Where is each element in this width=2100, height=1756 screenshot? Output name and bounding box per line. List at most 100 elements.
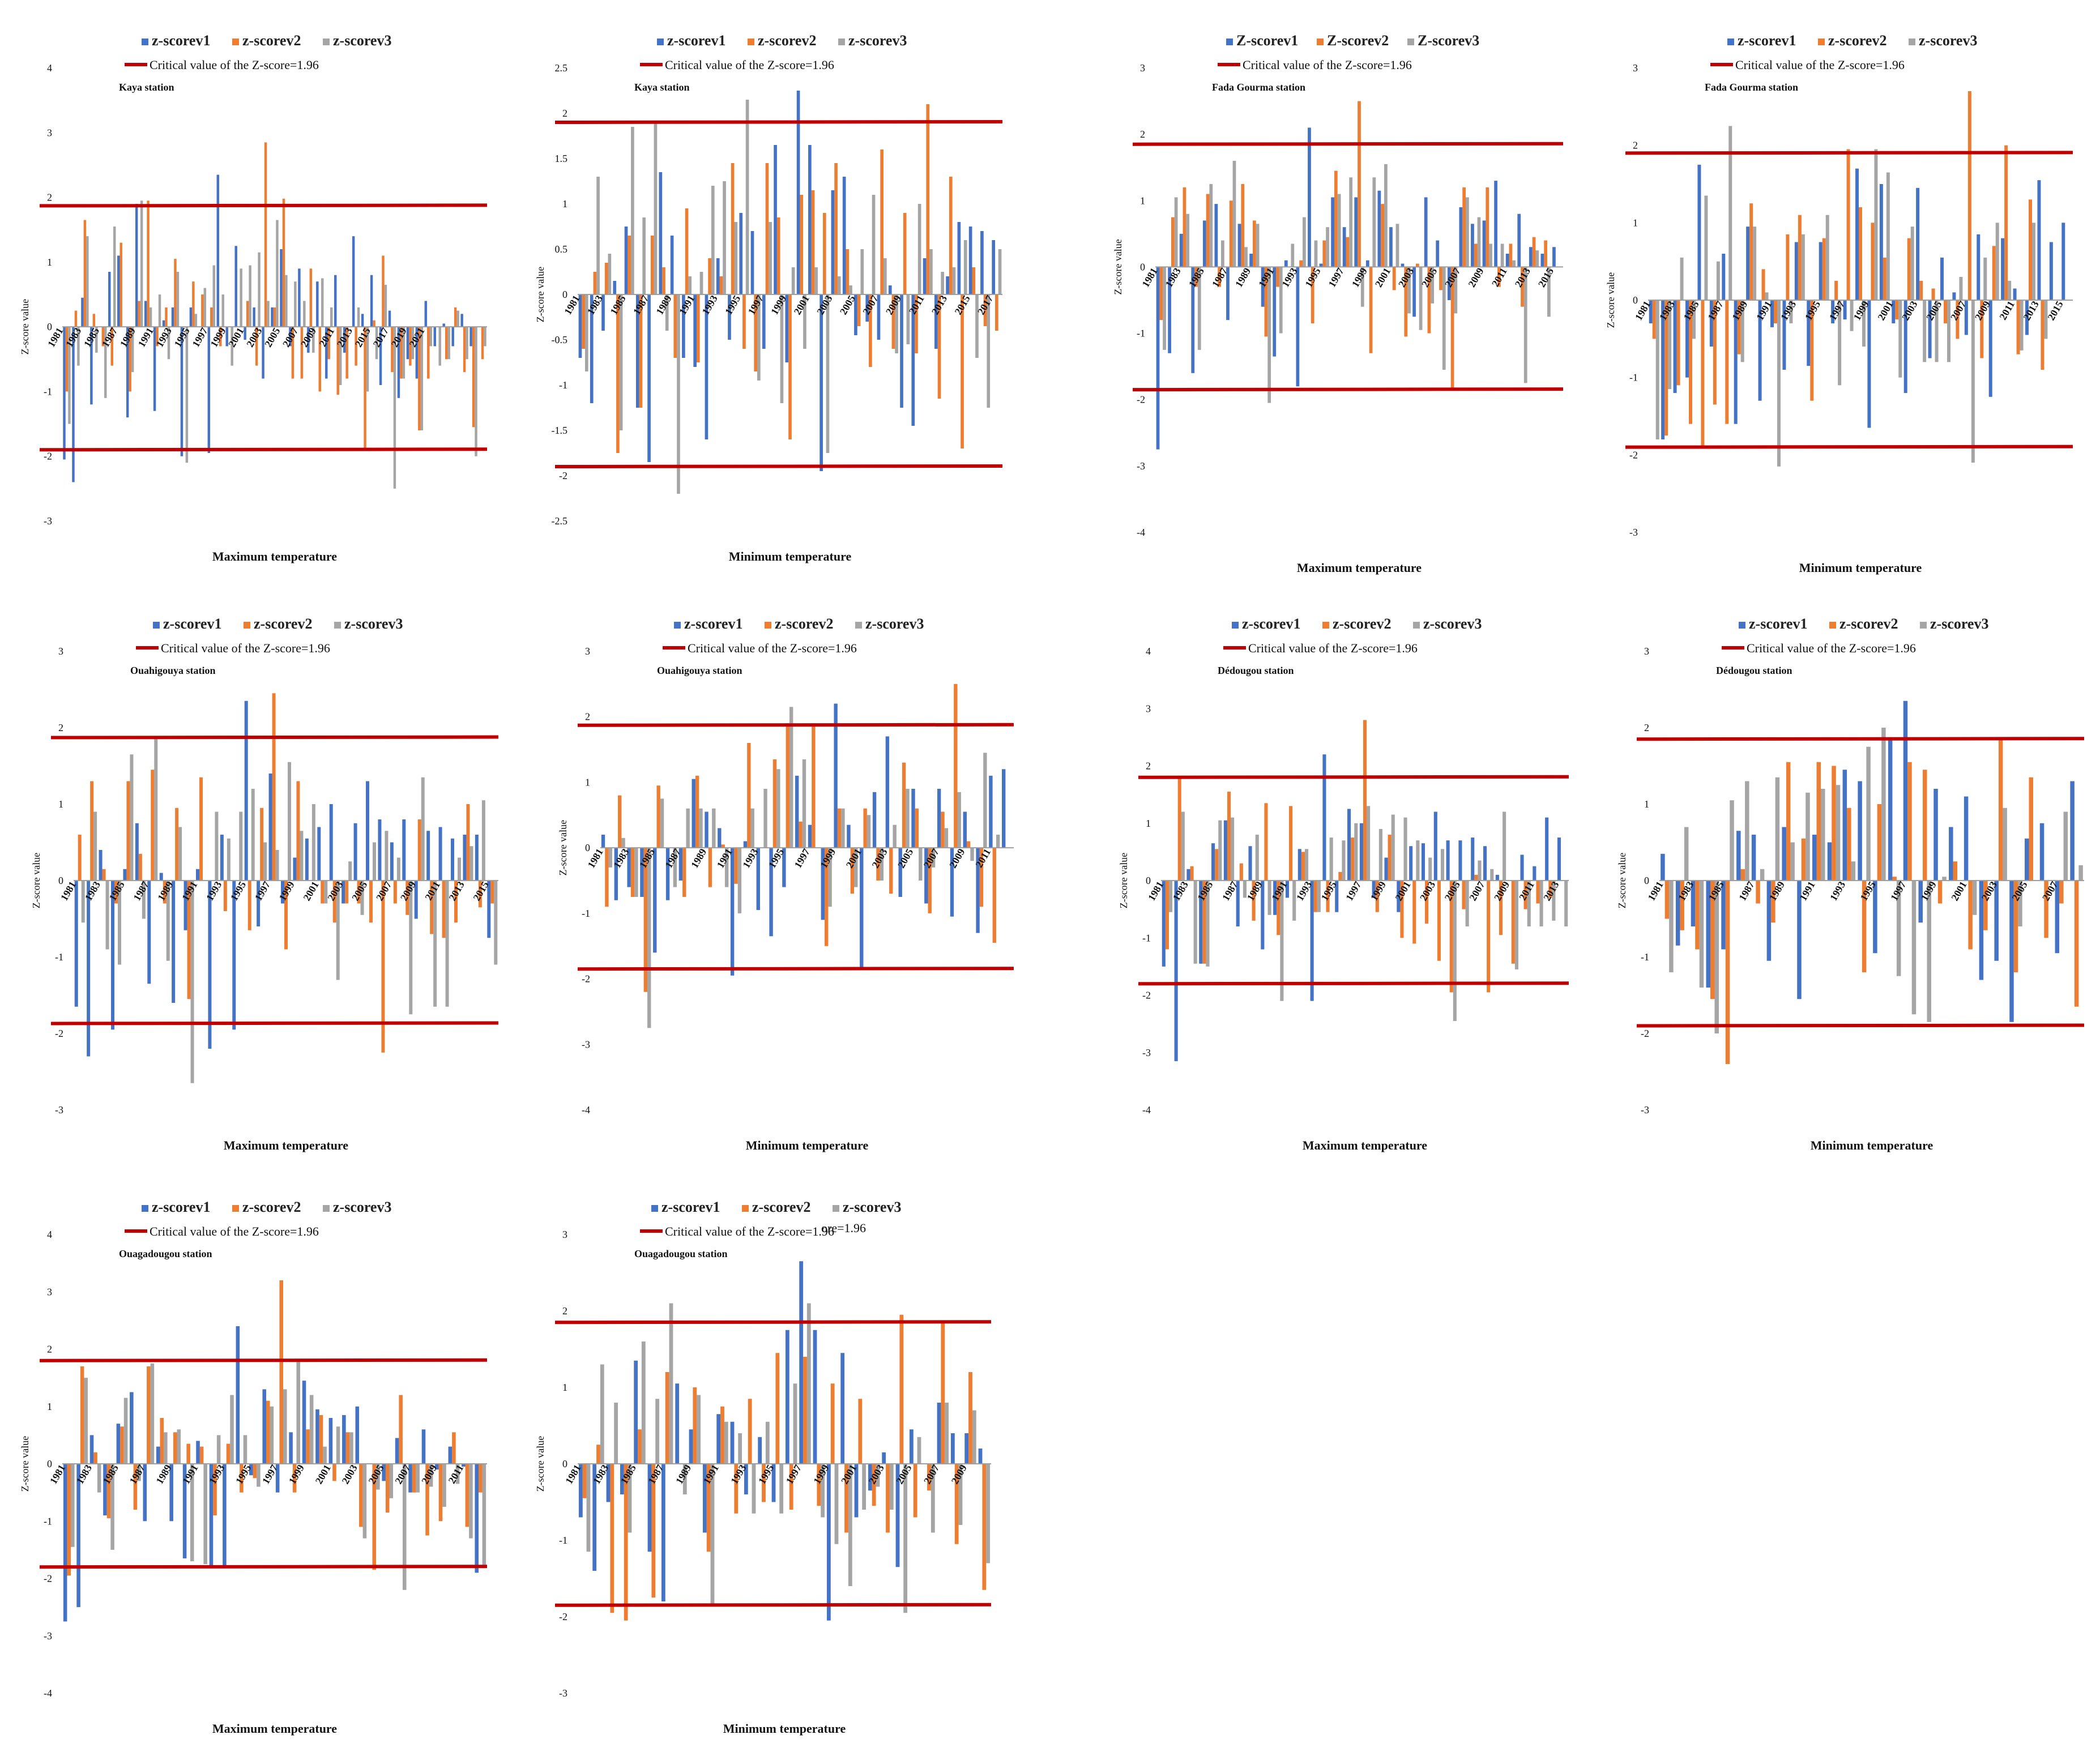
bar bbox=[919, 848, 923, 881]
x-tick-label: 2011 bbox=[1517, 879, 1536, 902]
bar bbox=[147, 881, 151, 984]
bar bbox=[762, 1464, 766, 1502]
bar bbox=[393, 881, 397, 904]
critical-legend-label: Critical value of the Z-score=1.96 bbox=[1735, 58, 1905, 72]
x-tick-label: 2007 bbox=[374, 879, 394, 903]
bar bbox=[382, 255, 385, 327]
bar bbox=[1983, 881, 1988, 930]
bar bbox=[620, 1464, 624, 1494]
bar bbox=[812, 723, 816, 848]
bar bbox=[860, 848, 864, 969]
bar bbox=[1329, 838, 1333, 881]
bar bbox=[670, 236, 674, 294]
bar bbox=[1850, 300, 1854, 331]
bar bbox=[592, 1464, 597, 1571]
bar bbox=[983, 753, 987, 848]
y-tick-label: 4 bbox=[47, 1229, 52, 1240]
bar bbox=[635, 294, 639, 408]
legend-swatch bbox=[1739, 622, 1745, 629]
bar bbox=[262, 327, 264, 379]
bar bbox=[1369, 267, 1373, 353]
bar bbox=[842, 177, 846, 294]
x-tick-label: 1983 bbox=[83, 879, 103, 903]
bar bbox=[618, 795, 622, 848]
bar bbox=[1221, 240, 1224, 267]
bar bbox=[176, 272, 180, 327]
bar bbox=[1827, 842, 1832, 881]
bar bbox=[1765, 292, 1769, 300]
legend-label: z-scorev3 bbox=[848, 32, 907, 49]
bar bbox=[941, 272, 945, 294]
bar bbox=[420, 327, 424, 430]
bar bbox=[1431, 267, 1435, 304]
critical-legend: Critical value of the Z-score=1.96 bbox=[136, 641, 330, 655]
bar bbox=[640, 848, 644, 897]
chart-svg: z-scorev1 z-scorev2 z-scorev3 Critical valu… bbox=[557, 616, 1014, 1152]
bar bbox=[593, 272, 597, 294]
chart-svg: z-scorev1 z-scorev2 z-scorev3 Critical valu… bbox=[1118, 616, 1569, 1152]
bar bbox=[963, 240, 967, 294]
bar bbox=[1822, 238, 1826, 300]
bar bbox=[253, 307, 255, 327]
bar bbox=[1728, 126, 1732, 300]
bar bbox=[1979, 881, 1984, 980]
bar bbox=[1947, 300, 1950, 362]
bar bbox=[846, 249, 850, 294]
bar bbox=[140, 200, 143, 327]
critical-legend-label: Critical value of the Z-score=1.96 bbox=[1243, 58, 1412, 72]
y-tick-label: -2 bbox=[559, 1611, 567, 1622]
bar bbox=[142, 881, 146, 919]
bar bbox=[63, 327, 66, 460]
bar bbox=[135, 204, 138, 327]
bar bbox=[1794, 242, 1798, 300]
bar bbox=[249, 1464, 253, 1476]
bar bbox=[330, 307, 333, 327]
x-tick-label: 2013 bbox=[447, 879, 467, 903]
bar bbox=[240, 1464, 244, 1493]
bar bbox=[1736, 831, 1741, 881]
y-tick-label: -1 bbox=[55, 951, 63, 963]
legend-swatch bbox=[833, 1205, 839, 1212]
critical-legend-label: Critical value of the Z-score=1.96 bbox=[161, 641, 330, 655]
bar bbox=[244, 327, 246, 340]
bar bbox=[891, 294, 895, 349]
x-tick-label: 1995 bbox=[172, 326, 192, 349]
bar bbox=[321, 881, 325, 904]
legend-swatch bbox=[674, 622, 681, 629]
bar bbox=[898, 848, 902, 897]
bar bbox=[1244, 247, 1248, 267]
bar bbox=[1668, 300, 1672, 390]
bar bbox=[442, 323, 445, 327]
bar bbox=[857, 294, 861, 326]
bar bbox=[1299, 260, 1303, 267]
bar bbox=[135, 823, 139, 881]
bar bbox=[895, 1464, 900, 1567]
bar bbox=[1511, 881, 1515, 964]
x-tick-label: 1987 bbox=[1736, 879, 1756, 903]
bar bbox=[1801, 234, 1805, 300]
x-tick-label: 2009 bbox=[1466, 266, 1486, 289]
bar bbox=[1264, 267, 1268, 337]
bar bbox=[1847, 807, 1851, 881]
bar bbox=[883, 258, 887, 294]
bar bbox=[475, 835, 479, 881]
bar bbox=[99, 850, 103, 881]
bar bbox=[402, 819, 406, 881]
bar bbox=[817, 1464, 821, 1506]
critical-legend: Critical value of the Z-score=1.96 bbox=[125, 58, 319, 72]
bar bbox=[634, 848, 638, 897]
bar bbox=[1866, 746, 1871, 881]
x-tick-label: 2003 bbox=[814, 293, 834, 317]
bar bbox=[67, 1464, 71, 1576]
bar bbox=[199, 777, 203, 881]
bar bbox=[321, 278, 324, 327]
bar bbox=[336, 1426, 340, 1464]
bar bbox=[756, 848, 760, 911]
bar bbox=[1296, 267, 1300, 387]
bar bbox=[1378, 828, 1382, 881]
legend-label: Z-scorev2 bbox=[1327, 32, 1389, 49]
bar bbox=[1267, 267, 1271, 403]
y-tick-label: 4 bbox=[1146, 646, 1151, 657]
bar bbox=[1174, 197, 1178, 267]
